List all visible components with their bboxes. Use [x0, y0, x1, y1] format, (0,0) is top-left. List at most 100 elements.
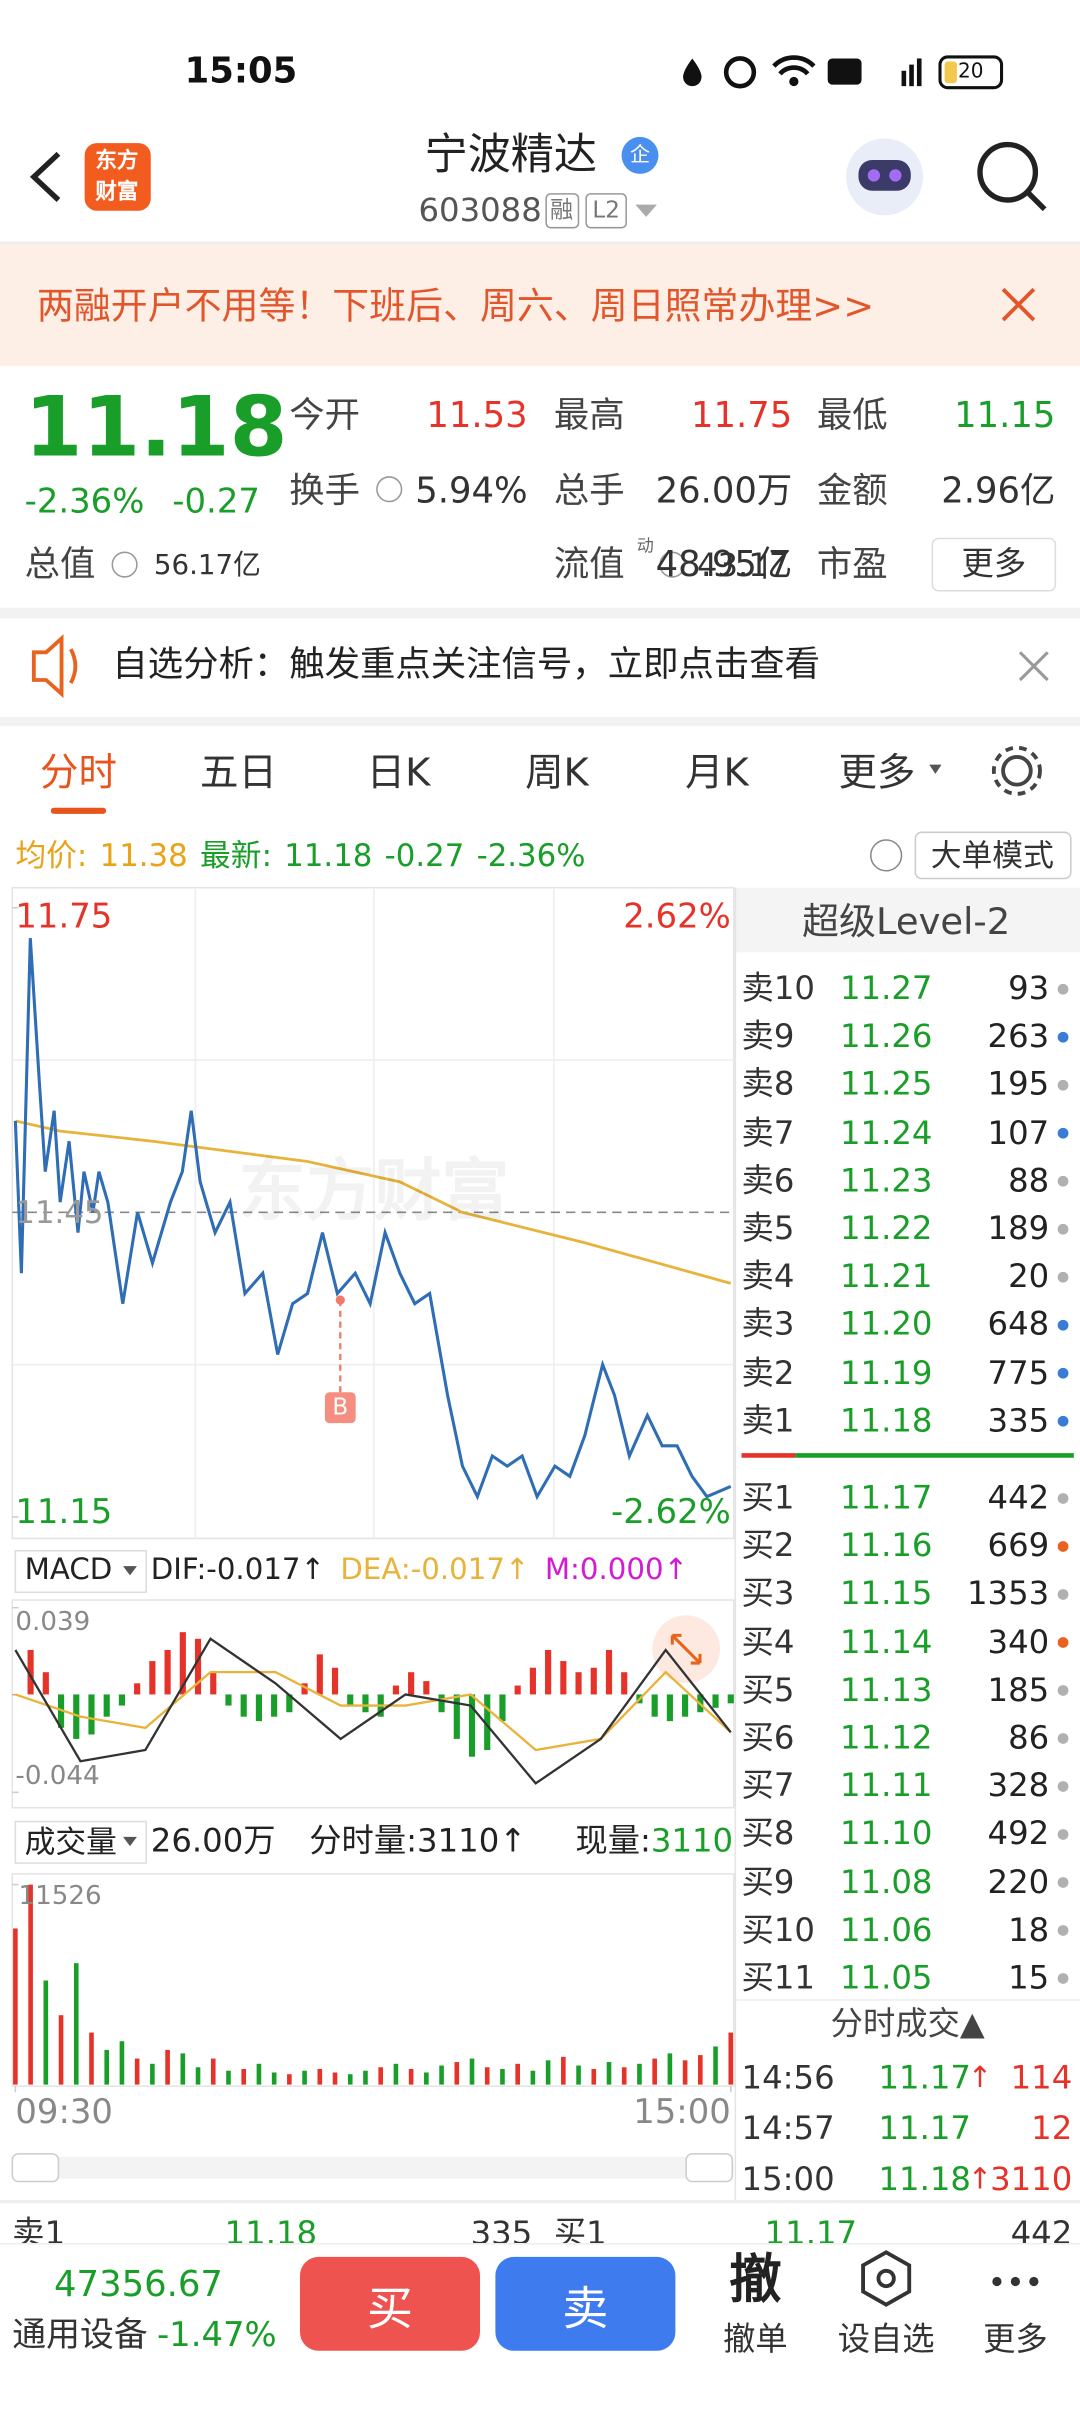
volume-bar — [287, 2074, 292, 2085]
dif-label: DIF:-0.017↑ — [150, 1553, 326, 1587]
more-text[interactable]: 更多 — [961, 545, 1027, 583]
action-label[interactable]: 撤单 — [723, 2320, 788, 2358]
cancel-icon[interactable]: 撤 — [729, 2249, 782, 2311]
sell-button[interactable]: 卖 — [495, 2256, 676, 2351]
mode-button[interactable] — [914, 831, 1072, 880]
notice-text[interactable]: 自选分析：触发重点关注信号，立即点击查看 — [112, 645, 821, 686]
book-dot — [1057, 1541, 1069, 1552]
select-caret — [123, 1566, 137, 1576]
stat-value: 48.95亿 — [655, 545, 793, 586]
macd-bar — [712, 1694, 719, 1708]
macd-bar — [605, 1649, 613, 1695]
tab[interactable]: 周K — [525, 750, 589, 795]
book-dot — [1057, 1973, 1069, 1984]
buy-button[interactable]: 买 — [300, 2256, 481, 2351]
tab[interactable]: 五日 — [199, 750, 277, 795]
volume-bar — [378, 2067, 383, 2085]
robot-eye — [889, 169, 902, 182]
macd-bar — [666, 1694, 673, 1722]
change-pct: -2.36% — [24, 483, 145, 522]
signal-bar — [901, 70, 907, 87]
book-price: 11.18 — [840, 1401, 933, 1439]
tag-box — [545, 193, 580, 229]
volume-bar — [515, 2063, 520, 2085]
marker-dot — [335, 1295, 345, 1305]
bottom-divider — [0, 2200, 1080, 2204]
book-volume: 15 — [1008, 1959, 1050, 1997]
help-icon[interactable] — [870, 839, 903, 872]
wifi-icon — [772, 55, 816, 76]
volume-bar — [652, 2058, 657, 2085]
search-button[interactable] — [977, 141, 1039, 203]
tab[interactable]: 日K — [366, 750, 431, 795]
tab[interactable]: 更多 — [838, 750, 916, 795]
tag: 融 — [549, 196, 574, 224]
macd-bar — [27, 1649, 34, 1695]
book-price: 11.27 — [840, 970, 933, 1007]
macd-bar — [727, 1694, 734, 1704]
macd-frame — [11, 1599, 735, 1809]
macd-bar — [240, 1694, 247, 1717]
dropdown-arrow[interactable] — [635, 204, 657, 217]
book-price: 11.06 — [840, 1911, 933, 1949]
banner-close[interactable] — [1001, 287, 1036, 322]
settings-button[interactable] — [1001, 755, 1033, 787]
macd-name: MACD — [24, 1553, 113, 1587]
book-volume: 88 — [1008, 1161, 1050, 1199]
scroll-handle[interactable] — [685, 2153, 734, 2183]
volume-name: 成交量 — [24, 1823, 117, 1861]
scrollbar[interactable] — [12, 2156, 734, 2179]
macd-select[interactable] — [14, 1550, 147, 1594]
book-volume: 107 — [987, 1113, 1050, 1151]
book-dot — [1057, 1589, 1069, 1600]
tab[interactable]: 分时 — [39, 750, 117, 795]
robot-face — [858, 160, 911, 191]
book-label: 卖4 — [741, 1257, 795, 1295]
separator — [0, 716, 1080, 727]
drop-icon — [683, 58, 702, 87]
volume-bar — [104, 2049, 110, 2085]
book-dot — [1057, 1415, 1069, 1427]
stat-sup: 动 — [636, 536, 654, 557]
stat-label: 市盈 — [816, 545, 888, 586]
back-button[interactable] — [29, 151, 61, 202]
level2-title[interactable]: 超级Level-2 — [802, 900, 1011, 944]
action-label[interactable]: 设自选 — [837, 2320, 935, 2358]
macd-bar — [499, 1694, 506, 1722]
x-tick-label: 15:00 — [633, 2093, 731, 2133]
mode-text[interactable]: 大单模式 — [930, 836, 1054, 874]
volume-bar — [500, 2068, 505, 2085]
banner-bg — [0, 244, 1080, 367]
volume-frame — [11, 1873, 735, 2087]
volume-bar — [134, 2058, 140, 2085]
book-label: 买4 — [741, 1623, 795, 1661]
trades-title[interactable]: 分时成交▲ — [830, 2005, 985, 2043]
stat-value: 5.94% — [415, 471, 528, 512]
volume-bar — [195, 2067, 201, 2085]
book-label: 卖1 — [741, 1401, 795, 1439]
action-label[interactable]: 更多 — [983, 2320, 1048, 2358]
book-dot — [1057, 1367, 1069, 1379]
banner-text[interactable]: 两融开户不用等！下班后、周六、周日照常办理>> — [36, 284, 875, 328]
book-label: 买9 — [741, 1863, 795, 1901]
trade-volume: 12 — [1031, 2110, 1073, 2147]
more-button[interactable] — [931, 537, 1057, 592]
volume-bar — [150, 2063, 155, 2085]
macd-bar — [438, 1694, 445, 1713]
book-price: 11.10 — [840, 1815, 933, 1853]
volume-bar — [271, 2072, 277, 2085]
tab[interactable]: 月K — [685, 750, 749, 795]
book-price: 11.21 — [840, 1257, 933, 1295]
volume-bar — [424, 2072, 429, 2085]
volume-bar — [561, 2056, 566, 2085]
macd-bar — [545, 1649, 552, 1695]
notice-close[interactable] — [1018, 651, 1049, 682]
settings-gear — [991, 745, 1042, 796]
book-price: 11.05 — [840, 1959, 933, 1997]
book-dot — [1057, 1829, 1069, 1840]
select-caret — [123, 1836, 137, 1847]
macd-bar — [453, 1694, 460, 1739]
scroll-handle[interactable] — [11, 2153, 60, 2183]
volume-select[interactable] — [14, 1820, 147, 1864]
macd-bar — [682, 1694, 689, 1717]
